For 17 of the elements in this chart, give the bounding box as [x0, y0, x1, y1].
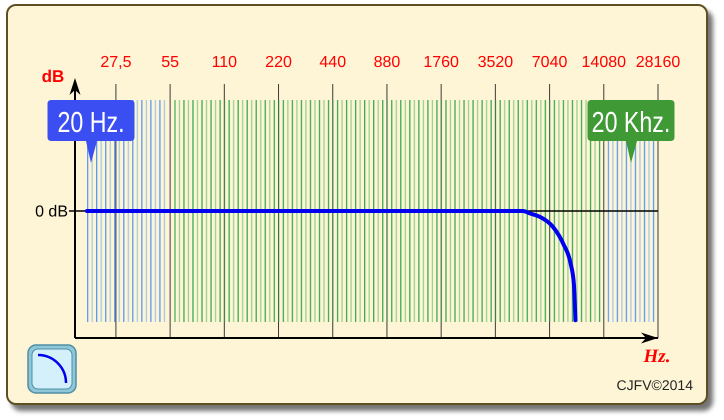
x-tick-label: 28160 — [636, 54, 680, 71]
text: 20 Khz. — [592, 105, 670, 139]
x-tick-label: 440 — [319, 54, 346, 71]
x-axis-title: Hz. — [642, 346, 670, 367]
annotation: 20 Hz. — [57, 105, 125, 139]
x-tick-label: 220 — [265, 54, 292, 71]
ref-line-label: 0 dB — [35, 204, 68, 220]
x-tick-label: 14080 — [582, 54, 626, 71]
x-tick-label: 27,5 — [100, 54, 132, 71]
y-axis-title: dB — [42, 67, 64, 86]
x-tick-label: 110 — [212, 54, 238, 71]
text: CJFV©2014 — [616, 377, 694, 393]
x-tick-label: 3520 — [478, 54, 514, 71]
x-tick-label: 1760 — [423, 54, 460, 71]
x-tick-label: 55 — [161, 54, 180, 71]
x-tick-label: 7040 — [532, 54, 568, 71]
x-tick-label: 880 — [374, 54, 400, 71]
